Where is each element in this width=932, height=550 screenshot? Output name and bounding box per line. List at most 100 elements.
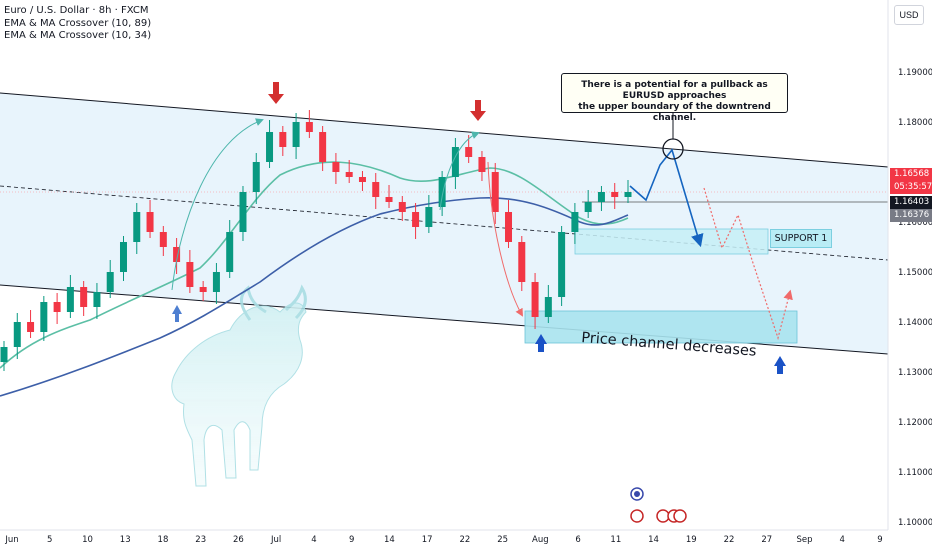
candle-body <box>518 242 526 282</box>
candle-body <box>40 302 48 332</box>
candle-body <box>119 242 127 272</box>
candle-body <box>0 347 8 362</box>
blue-projection-path <box>629 148 704 248</box>
candle-body <box>279 132 287 147</box>
x-tick-label: 14 <box>384 535 395 545</box>
price-tag-2: 1.16403 <box>890 196 932 209</box>
x-tick-label: 26 <box>233 535 244 545</box>
candle-body <box>252 162 260 192</box>
currency-button[interactable]: USD <box>894 5 924 25</box>
teal-curve-arrow-2 <box>439 131 480 211</box>
candle-body <box>624 192 632 197</box>
lower-demand-zone[interactable] <box>524 310 798 344</box>
x-tick-label: 10 <box>82 535 93 545</box>
event-us-icon-4[interactable] <box>673 509 687 523</box>
candle-body <box>159 232 167 247</box>
x-tick-label: 22 <box>724 535 735 545</box>
x-tick-label: Jul <box>270 535 281 545</box>
y-tick-label: 1.10000 <box>898 518 932 528</box>
x-axis-ticks: Jun 5 10 13 18 23 26 Jul 4 9 14 17 22 25 Aug 6 11 14 19 22 2… <box>4 535 882 545</box>
candles-group <box>0 110 632 371</box>
teal-curve-arrow <box>171 118 264 291</box>
candle-body <box>465 147 473 157</box>
support-1-zone[interactable] <box>574 228 769 255</box>
candle-body <box>412 212 420 227</box>
candle-body <box>27 322 35 332</box>
candle-body <box>146 212 154 232</box>
event-us-icon-2[interactable] <box>656 509 670 523</box>
indicator-label-2[interactable]: EMA & MA Crossover (10, 34) <box>4 30 152 41</box>
x-tick-label: 18 <box>158 535 169 545</box>
candle-body <box>319 132 327 162</box>
y-tick-label: 1.14000 <box>898 318 932 328</box>
candle-body <box>173 247 181 262</box>
sell-arrow-1 <box>268 82 284 104</box>
countdown-tag: 05:35:57 <box>890 181 932 194</box>
indicator-label-1[interactable]: EMA & MA Crossover (10, 89) <box>4 17 152 29</box>
candle-body <box>66 287 74 312</box>
candle-body <box>212 272 220 292</box>
candle-body <box>80 287 88 307</box>
candle-body <box>478 157 486 172</box>
buy-arrow-3 <box>774 356 786 374</box>
y-tick-label: 1.18000 <box>898 118 932 128</box>
candle-body <box>53 302 61 312</box>
candle-body <box>292 122 300 147</box>
candle-body <box>199 287 207 292</box>
candle-body <box>358 177 366 182</box>
callout-box: There is a potential for a pullback as E… <box>561 73 788 123</box>
candle-body <box>226 232 234 272</box>
channel-upper-line <box>0 92 889 168</box>
candle-body <box>505 212 513 242</box>
candle-body <box>544 297 552 317</box>
candle-body <box>558 232 566 297</box>
x-tick-label: 19 <box>686 535 697 545</box>
price-tag-3: 1.16376 <box>890 209 932 222</box>
economic-event-icons[interactable] <box>630 487 687 523</box>
x-tick-label: 11 <box>610 535 621 545</box>
buy-arrow-1 <box>172 305 182 322</box>
y-tick-label: 1.16000 <box>898 218 932 228</box>
candle-body <box>385 197 393 202</box>
buy-arrow-2 <box>535 334 547 352</box>
candle-body <box>597 192 605 202</box>
candle-body <box>305 122 313 132</box>
candle-body <box>571 212 579 232</box>
x-tick-label: 13 <box>120 535 131 545</box>
callout-line-2: the upper boundary of the downtrend chan… <box>578 102 771 123</box>
last-price-tag: 1.16568 <box>890 168 932 181</box>
candle-body <box>345 172 353 177</box>
x-tick-label: Sep <box>797 535 813 545</box>
x-tick-label: 5 <box>47 535 52 545</box>
ema-fast-line <box>0 161 629 369</box>
candle-body <box>531 282 539 317</box>
candle-body <box>133 212 141 242</box>
callout-line-1: There is a potential for a pullback as E… <box>581 80 768 101</box>
candle-body <box>266 132 274 162</box>
candle-body <box>451 147 459 177</box>
candle-body <box>611 192 619 197</box>
chart-header: Euro / U.S. Dollar · 8h · FXCM EMA & MA … <box>4 5 151 43</box>
x-tick-label: 4 <box>311 535 316 545</box>
ma-slow-line <box>0 196 629 397</box>
x-tick-label: 17 <box>422 535 433 545</box>
y-axis-ticks: 1.190001.180001.170001.160001.150001.140… <box>898 68 932 528</box>
candle-body <box>491 172 499 212</box>
x-tick-label: 9 <box>877 535 882 545</box>
bull-illustration <box>171 284 307 487</box>
y-tick-label: 1.12000 <box>898 418 932 428</box>
candle-body <box>438 177 446 207</box>
x-tick-label: 14 <box>648 535 659 545</box>
x-tick-label: 27 <box>761 535 772 545</box>
sell-arrow-2 <box>470 100 486 121</box>
y-tick-label: 1.13000 <box>898 368 932 378</box>
x-tick-label: 4 <box>840 535 845 545</box>
candle-body <box>332 162 340 172</box>
candle-body <box>93 292 101 307</box>
y-tick-label: 1.11000 <box>898 468 932 478</box>
event-us-icon[interactable] <box>630 509 644 523</box>
x-tick-label: 23 <box>195 535 206 545</box>
symbol-title[interactable]: Euro / U.S. Dollar · 8h · FXCM <box>4 5 149 16</box>
candle-body <box>584 202 592 212</box>
